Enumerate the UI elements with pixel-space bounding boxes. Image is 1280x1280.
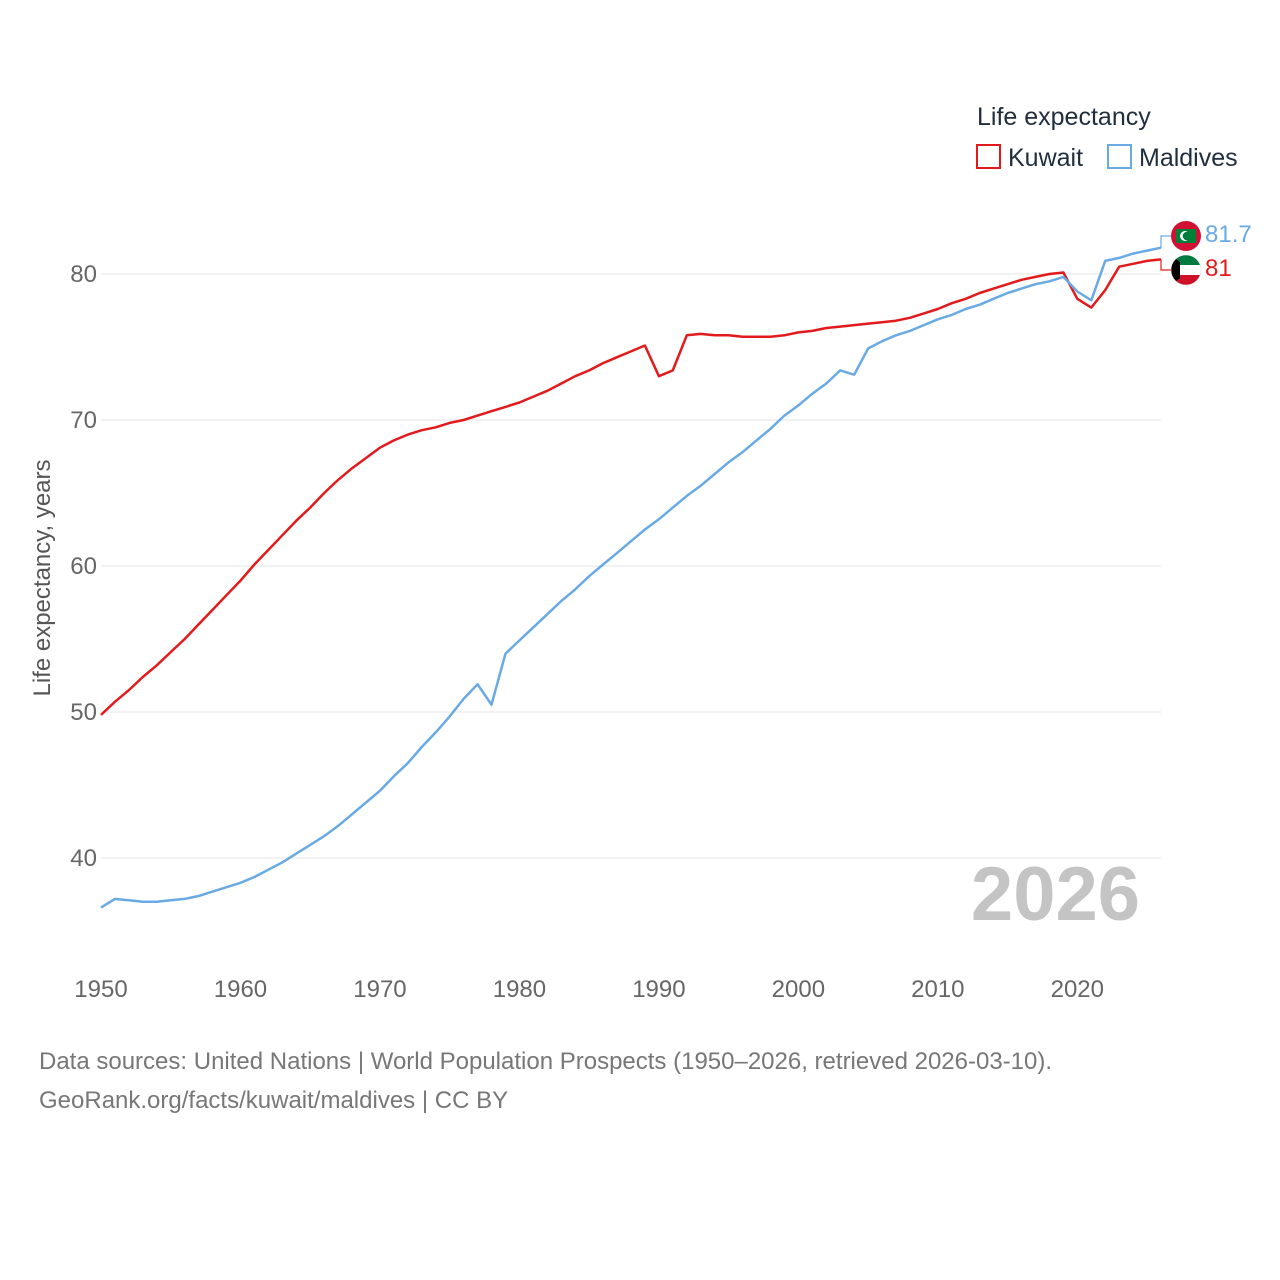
data-source-footer: Data sources: United Nations | World Pop… [39, 1042, 1052, 1120]
source-line: Data sources: United Nations | World Pop… [39, 1048, 1053, 1075]
legend-swatch-maldives [1107, 144, 1132, 169]
kuwait-end-label: 81 [1205, 255, 1232, 282]
y-tick-label: 40 [70, 845, 97, 872]
legend-label-maldives: Maldives [1139, 144, 1238, 172]
legend-title: Life expectancy [977, 103, 1151, 131]
y-tick-label: 50 [70, 699, 97, 726]
legend-swatch-kuwait [976, 144, 1001, 169]
x-tick-label: 1970 [353, 976, 406, 1003]
legend-item-kuwait[interactable]: Kuwait [976, 144, 1083, 172]
x-tick-label: 1960 [214, 976, 267, 1003]
y-tick-label: 80 [70, 261, 97, 288]
y-tick-label: 60 [70, 553, 97, 580]
x-tick-label: 2000 [772, 976, 825, 1003]
series-line-maldives [100, 246, 1162, 909]
legend-item-maldives[interactable]: Maldives [1107, 144, 1238, 172]
life-expectancy-chart: 40 50 60 70 80 1950 1960 1970 1980 1990 2000 2010 2… [29, 103, 1252, 1003]
connector-maldives [1160, 235, 1171, 248]
x-tick-label: 1990 [632, 976, 685, 1003]
maldives-flag-icon [1171, 221, 1201, 251]
legend-label-kuwait: Kuwait [1008, 144, 1083, 172]
y-axis-ticks: 40 50 60 70 80 [70, 261, 97, 872]
grid-lines [101, 273, 1161, 859]
year-watermark: 2026 [971, 852, 1140, 937]
x-tick-label: 1950 [74, 976, 127, 1003]
attribution-link[interactable]: GeoRank.org/facts/kuwait/maldives | CC B… [39, 1087, 509, 1114]
end-label-connectors [1160, 235, 1171, 271]
series-line-kuwait [100, 258, 1162, 716]
maldives-end-label: 81.7 [1205, 221, 1252, 248]
x-tick-label: 2010 [911, 976, 964, 1003]
x-tick-label: 2020 [1051, 976, 1104, 1003]
y-axis-label: Life expectancy, years [29, 459, 56, 696]
connector-kuwait [1160, 259, 1171, 271]
x-axis-ticks: 1950 1960 1970 1980 1990 2000 2010 2020 [74, 976, 1104, 1003]
x-tick-label: 1980 [493, 976, 546, 1003]
series-lines [100, 246, 1162, 909]
y-tick-label: 70 [70, 407, 97, 434]
legend: Life expectancy Kuwait Maldives [976, 103, 1238, 172]
kuwait-flag-icon [1170, 254, 1202, 286]
